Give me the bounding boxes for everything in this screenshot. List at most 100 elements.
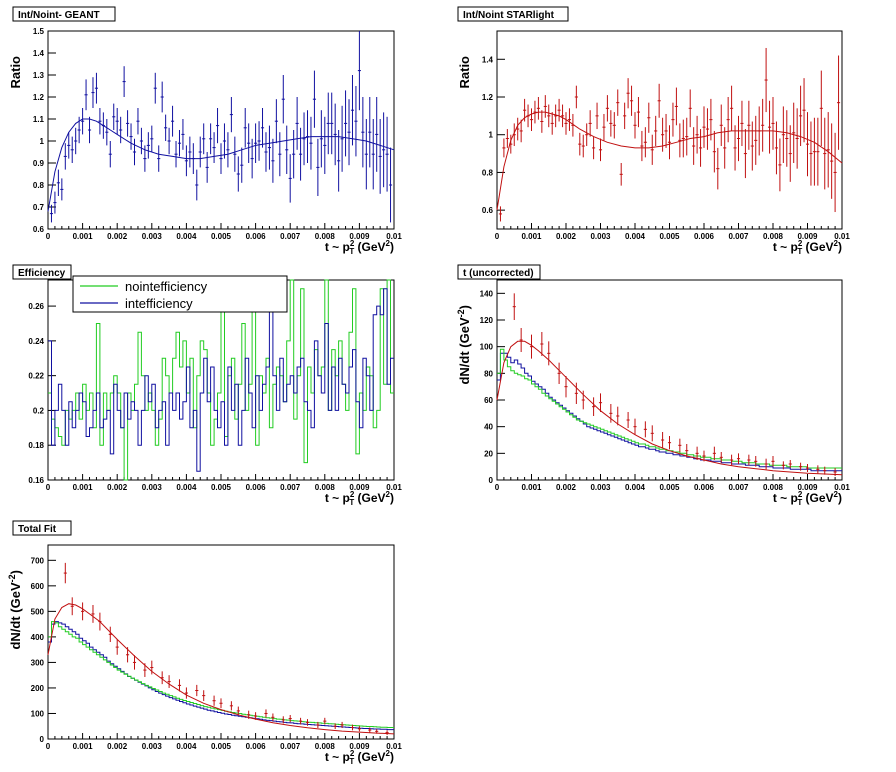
x-tick-label: 0.006 bbox=[246, 483, 267, 492]
data-point bbox=[605, 95, 609, 122]
data-point bbox=[177, 130, 182, 157]
data-point bbox=[70, 136, 74, 163]
data-point bbox=[150, 660, 154, 675]
data-point bbox=[191, 143, 195, 174]
data-point bbox=[774, 121, 779, 175]
data-point bbox=[498, 206, 503, 222]
data-point bbox=[292, 130, 296, 179]
data-point bbox=[564, 112, 568, 135]
data-point bbox=[695, 446, 699, 460]
data-point bbox=[302, 112, 306, 166]
data-point bbox=[592, 136, 596, 160]
data-point bbox=[543, 95, 547, 118]
data-point bbox=[681, 119, 685, 158]
data-point bbox=[94, 72, 98, 104]
data-point bbox=[108, 141, 112, 168]
y-tick-label: 1 bbox=[40, 137, 45, 146]
x-tick-label: 0.004 bbox=[625, 232, 646, 241]
data-point bbox=[547, 341, 551, 366]
data-point bbox=[160, 81, 164, 113]
data-point bbox=[616, 406, 620, 426]
data-point bbox=[288, 154, 292, 203]
data-point bbox=[823, 117, 827, 190]
data-point bbox=[288, 715, 292, 723]
x-tick-label: 0.007 bbox=[728, 483, 749, 492]
x-tick-label: 0.008 bbox=[315, 232, 336, 241]
x-tick-label: 0.01 bbox=[834, 483, 850, 492]
data-point bbox=[609, 110, 613, 137]
data-point bbox=[581, 134, 585, 158]
data-point bbox=[267, 125, 271, 170]
data-point bbox=[143, 663, 147, 677]
chart-panel-5: Total Fit 0 0.001 0.002 0.003 0.004 0.005 0.006… bbox=[7, 520, 402, 766]
y-tick-label: 1.5 bbox=[33, 27, 45, 36]
x-tick-label: 0.003 bbox=[142, 232, 163, 241]
data-point bbox=[98, 108, 102, 135]
data-point bbox=[736, 115, 741, 162]
data-point bbox=[132, 655, 137, 670]
x-tick-label: 0 bbox=[46, 483, 51, 492]
data-point bbox=[146, 132, 150, 159]
y-tick-label: 400 bbox=[31, 633, 45, 642]
data-point bbox=[616, 89, 620, 116]
data-point bbox=[733, 125, 737, 171]
data-point bbox=[685, 444, 689, 458]
x-tick-label: 0.005 bbox=[659, 232, 680, 241]
data-point bbox=[375, 729, 379, 734]
data-point bbox=[323, 717, 327, 725]
x-tick-label: 0.01 bbox=[386, 742, 402, 751]
x-tick-label: 0.002 bbox=[107, 742, 128, 751]
data-point bbox=[781, 106, 785, 163]
data-point bbox=[833, 468, 837, 476]
y-tick-label: 0.8 bbox=[33, 181, 45, 190]
data-point bbox=[378, 119, 382, 194]
data-point bbox=[74, 127, 78, 155]
data-point bbox=[661, 432, 665, 448]
data-point bbox=[609, 404, 613, 423]
data-point bbox=[692, 127, 696, 165]
data-point bbox=[299, 717, 303, 725]
data-point bbox=[316, 138, 320, 196]
x-tick-label: 0.001 bbox=[73, 483, 94, 492]
data-point bbox=[533, 100, 537, 124]
data-point bbox=[557, 98, 561, 122]
data-point bbox=[174, 141, 178, 168]
data-point bbox=[271, 713, 275, 722]
data-point bbox=[585, 123, 589, 147]
data-point bbox=[299, 127, 303, 181]
x-axis-label: t ~ p2 T (GeV2) bbox=[325, 749, 394, 766]
data-point bbox=[678, 438, 682, 452]
data-point bbox=[132, 138, 137, 166]
data-point bbox=[312, 70, 316, 128]
y-tick-label: 20 bbox=[484, 449, 493, 458]
data-point bbox=[257, 121, 261, 161]
data-point bbox=[712, 130, 716, 173]
data-point bbox=[771, 97, 775, 150]
x-axis-label: t ~ p2 T (GeV2) bbox=[773, 239, 842, 256]
data-point bbox=[247, 710, 251, 719]
data-point bbox=[375, 97, 379, 172]
data-point bbox=[382, 112, 386, 188]
y-tick-label: 300 bbox=[31, 658, 45, 667]
data-point bbox=[385, 730, 389, 735]
y-tick-label: 40 bbox=[484, 423, 493, 432]
y-tick-label: 1.3 bbox=[33, 71, 45, 80]
chart-title-box bbox=[12, 264, 72, 280]
data-point bbox=[361, 97, 365, 168]
data-point bbox=[319, 110, 323, 168]
data-point bbox=[767, 100, 772, 154]
y-tick-label: 1.4 bbox=[33, 49, 45, 58]
data-point bbox=[385, 116, 389, 192]
y-tick-label: 0.6 bbox=[33, 225, 45, 234]
data-point bbox=[643, 421, 647, 438]
data-point bbox=[523, 98, 527, 122]
data-point bbox=[595, 102, 599, 130]
data-point bbox=[592, 397, 596, 416]
chart-title-box bbox=[457, 6, 569, 22]
data-point bbox=[650, 425, 654, 442]
data-point bbox=[53, 191, 57, 214]
x-tick-label: 0 bbox=[46, 742, 51, 751]
data-point bbox=[271, 138, 275, 183]
data-point bbox=[757, 106, 761, 156]
data-point bbox=[509, 134, 513, 154]
